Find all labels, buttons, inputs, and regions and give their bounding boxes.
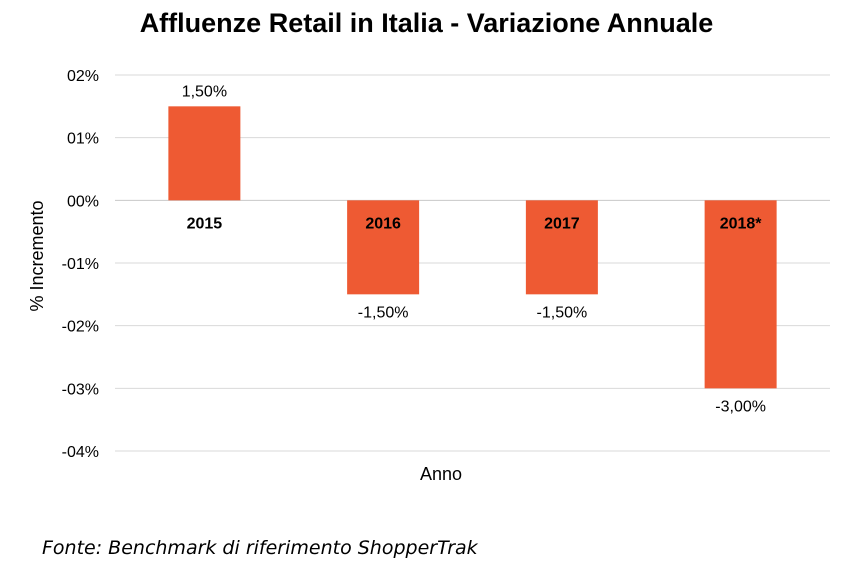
data-label: -1,50% [358, 304, 409, 321]
y-tick-label: 00% [67, 193, 99, 210]
y-tick-label: -03% [62, 381, 99, 398]
data-label: -1,50% [537, 304, 588, 321]
data-label: 1,50% [182, 83, 227, 100]
data-label: -3,00% [715, 398, 766, 415]
category-label: 2015 [187, 215, 223, 232]
category-label: 2018* [720, 215, 763, 232]
y-tick-label: 02% [67, 68, 99, 85]
bar-2016 [347, 200, 420, 295]
bar-2015 [168, 106, 241, 201]
y-tick-label: -02% [62, 319, 99, 336]
x-axis-label: Anno [420, 464, 462, 484]
chart-title: Affluenze Retail in Italia - Variazione … [139, 8, 714, 38]
y-axis-label: % Incremento [27, 200, 47, 311]
category-label: 2016 [365, 215, 401, 232]
y-tick-label: -04% [62, 444, 99, 461]
y-tick-label: 01% [67, 131, 99, 148]
y-tick-label: -01% [62, 256, 99, 273]
category-label: 2017 [544, 215, 580, 232]
bar-2018 [704, 200, 777, 389]
bar-2017 [525, 200, 598, 295]
source-note: Fonte: Benchmark di riferimento ShopperT… [42, 537, 478, 559]
